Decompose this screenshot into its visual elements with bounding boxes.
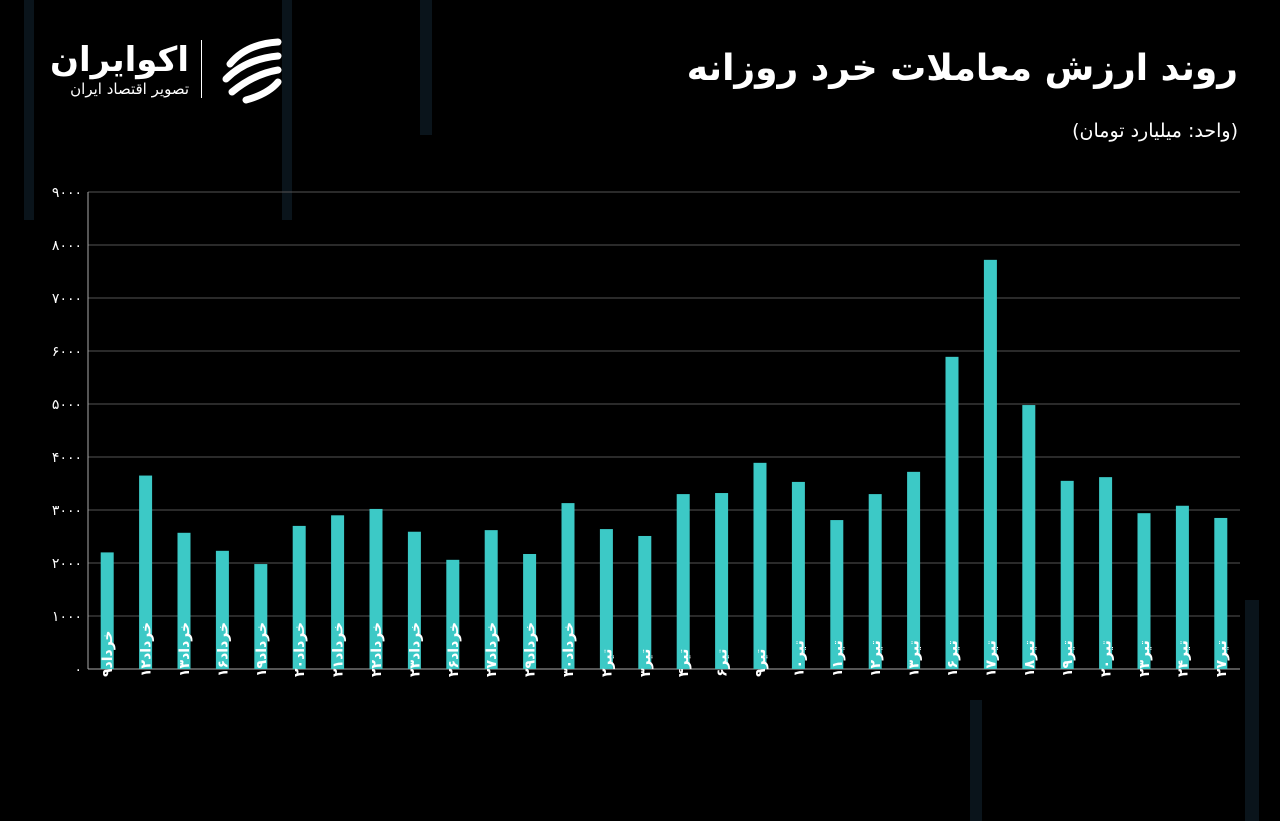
x-tick-label: تیر۱۶ — [945, 640, 961, 677]
x-tick-label: خرداد۲۱ — [331, 622, 347, 677]
x-tick-label: تیر۶ — [715, 649, 731, 677]
bar — [638, 535, 652, 669]
chart-title: روند ارزش معاملات خرد روزانه — [686, 48, 1238, 89]
background-decoration — [1245, 600, 1259, 821]
background-decoration — [282, 0, 292, 220]
x-tick-label: تیر۲۳ — [1137, 640, 1153, 677]
x-tick-label: تیر۱۳ — [907, 640, 923, 677]
x-tick-label: خرداد۹ — [100, 630, 116, 677]
y-tick-label: ۴۰۰۰ — [52, 450, 82, 466]
x-tick-label: تیر۱۲ — [868, 640, 884, 677]
logo-text: اکوایران تصویر اقتصاد ایران — [50, 40, 202, 98]
x-tick-label: تیر۱۱ — [830, 640, 846, 677]
y-tick-label: ۰ — [74, 662, 82, 678]
bar — [1214, 517, 1228, 669]
y-tick-label: ۱۰۰۰ — [52, 609, 82, 625]
x-tick-label: خرداد۲۶ — [446, 622, 462, 677]
x-tick-label: خرداد۲۳ — [407, 622, 423, 677]
x-tick-label: خرداد۲۷ — [484, 622, 500, 677]
y-tick-label: ۷۰۰۰ — [52, 291, 82, 307]
x-tick-label: تیر۹ — [753, 649, 769, 677]
bar — [369, 508, 383, 669]
x-tick-label: تیر۲ — [599, 649, 615, 677]
x-tick-label: تیر۱۹ — [1060, 640, 1076, 677]
bar — [830, 520, 844, 669]
x-tick-label: تیر۲۴ — [1175, 640, 1191, 677]
x-tick-label: خرداد۲۲ — [369, 622, 385, 677]
bar — [1060, 480, 1074, 669]
y-tick-label: ۹۰۰۰ — [52, 185, 82, 201]
bar — [1175, 505, 1189, 669]
y-tick-label: ۵۰۰۰ — [52, 397, 82, 413]
bar — [331, 515, 345, 669]
bar — [484, 530, 498, 669]
y-tick-label: ۲۰۰۰ — [52, 556, 82, 572]
logo: اکوایران تصویر اقتصاد ایران — [50, 34, 286, 104]
bar — [907, 471, 921, 669]
x-tick-label: خرداد۲۹ — [523, 622, 539, 677]
logo-name: اکوایران — [50, 40, 189, 80]
x-tick-label: تیر۲۰ — [1099, 640, 1115, 677]
bar — [599, 529, 613, 669]
logo-tagline: تصویر اقتصاد ایران — [70, 80, 189, 98]
bar — [407, 531, 421, 669]
bar — [1099, 477, 1113, 669]
x-tick-label: تیر۴ — [676, 649, 692, 677]
bar — [100, 552, 114, 669]
x-tick-label: تیر۱۷ — [983, 640, 999, 677]
x-tick-label: تیر۱۸ — [1022, 640, 1038, 677]
y-tick-label: ۸۰۰۰ — [52, 238, 82, 254]
x-tick-label: تیر۲۷ — [1214, 640, 1230, 677]
bar — [139, 475, 153, 669]
x-tick-label: تیر۳ — [638, 649, 654, 677]
chart-unit: (واحد: میلیارد تومان) — [1072, 120, 1238, 142]
y-tick-label: ۶۰۰۰ — [52, 344, 82, 360]
x-tick-label: خرداد۲۰ — [292, 622, 308, 677]
bar — [523, 553, 537, 669]
bar — [983, 259, 997, 669]
x-tick-label: خرداد۱۶ — [215, 622, 231, 677]
background-decoration — [970, 700, 982, 821]
bar — [177, 532, 191, 669]
bar — [446, 559, 460, 669]
bar — [1137, 513, 1151, 669]
x-tick-label: خرداد۱۹ — [254, 622, 270, 677]
bar — [561, 503, 575, 669]
x-tick-label: خرداد۱۲ — [139, 622, 155, 677]
x-tick-label: خرداد۳۰ — [561, 622, 577, 677]
bar — [791, 481, 805, 669]
bar — [945, 356, 959, 669]
bar — [868, 494, 882, 669]
bar — [676, 494, 690, 669]
y-tick-label: ۳۰۰۰ — [52, 503, 82, 519]
bar — [254, 564, 268, 669]
bar — [715, 493, 729, 669]
background-decoration — [24, 0, 34, 220]
bar — [753, 462, 767, 669]
x-tick-label: خرداد۱۳ — [177, 622, 193, 677]
bar — [215, 550, 229, 669]
x-tick-label: تیر۱۰ — [791, 640, 807, 677]
bar — [1022, 405, 1036, 669]
logo-icon — [222, 38, 282, 104]
bar — [292, 525, 306, 669]
background-decoration — [420, 0, 432, 135]
